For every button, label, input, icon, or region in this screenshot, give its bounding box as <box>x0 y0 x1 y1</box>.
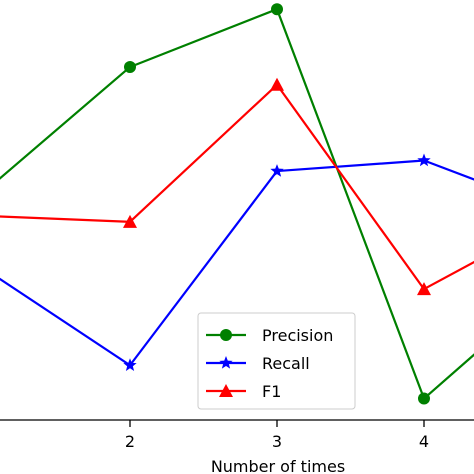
x-axis-label: Number of times <box>211 457 345 474</box>
x-tick-label: 3 <box>272 432 282 451</box>
series <box>0 3 474 405</box>
data-point-precision <box>124 60 136 73</box>
legend-entry-recall: Recall <box>206 354 310 373</box>
legend-marker-f1 <box>219 384 233 397</box>
legend-box <box>197 312 356 410</box>
data-point-f1 <box>270 77 284 91</box>
series-line-f1 <box>0 83 474 291</box>
series-precision <box>0 3 474 405</box>
data-point-precision <box>271 3 283 16</box>
legend-entry-precision: Precision <box>206 326 333 345</box>
data-point-precision <box>418 392 430 405</box>
series-f1 <box>0 77 474 296</box>
data-point-recall <box>270 164 284 177</box>
legend-label-f1: F1 <box>262 382 281 401</box>
x-tick-label: 2 <box>125 432 135 451</box>
data-point-f1 <box>417 282 431 296</box>
legend-label-recall: Recall <box>262 354 310 373</box>
data-point-recall <box>123 358 137 371</box>
x-tick-label: 4 <box>419 432 429 451</box>
legend-marker-precision <box>220 329 232 341</box>
legend-marker-recall <box>219 356 233 369</box>
data-point-f1 <box>123 214 137 228</box>
series-recall <box>0 153 474 371</box>
legend-entry-f1: F1 <box>206 382 281 401</box>
x-ticks: 2 3 4 <box>125 420 429 451</box>
legend-label-precision: Precision <box>262 326 333 345</box>
legend: Precision Recall F1 <box>197 312 356 410</box>
data-point-recall <box>417 153 431 167</box>
